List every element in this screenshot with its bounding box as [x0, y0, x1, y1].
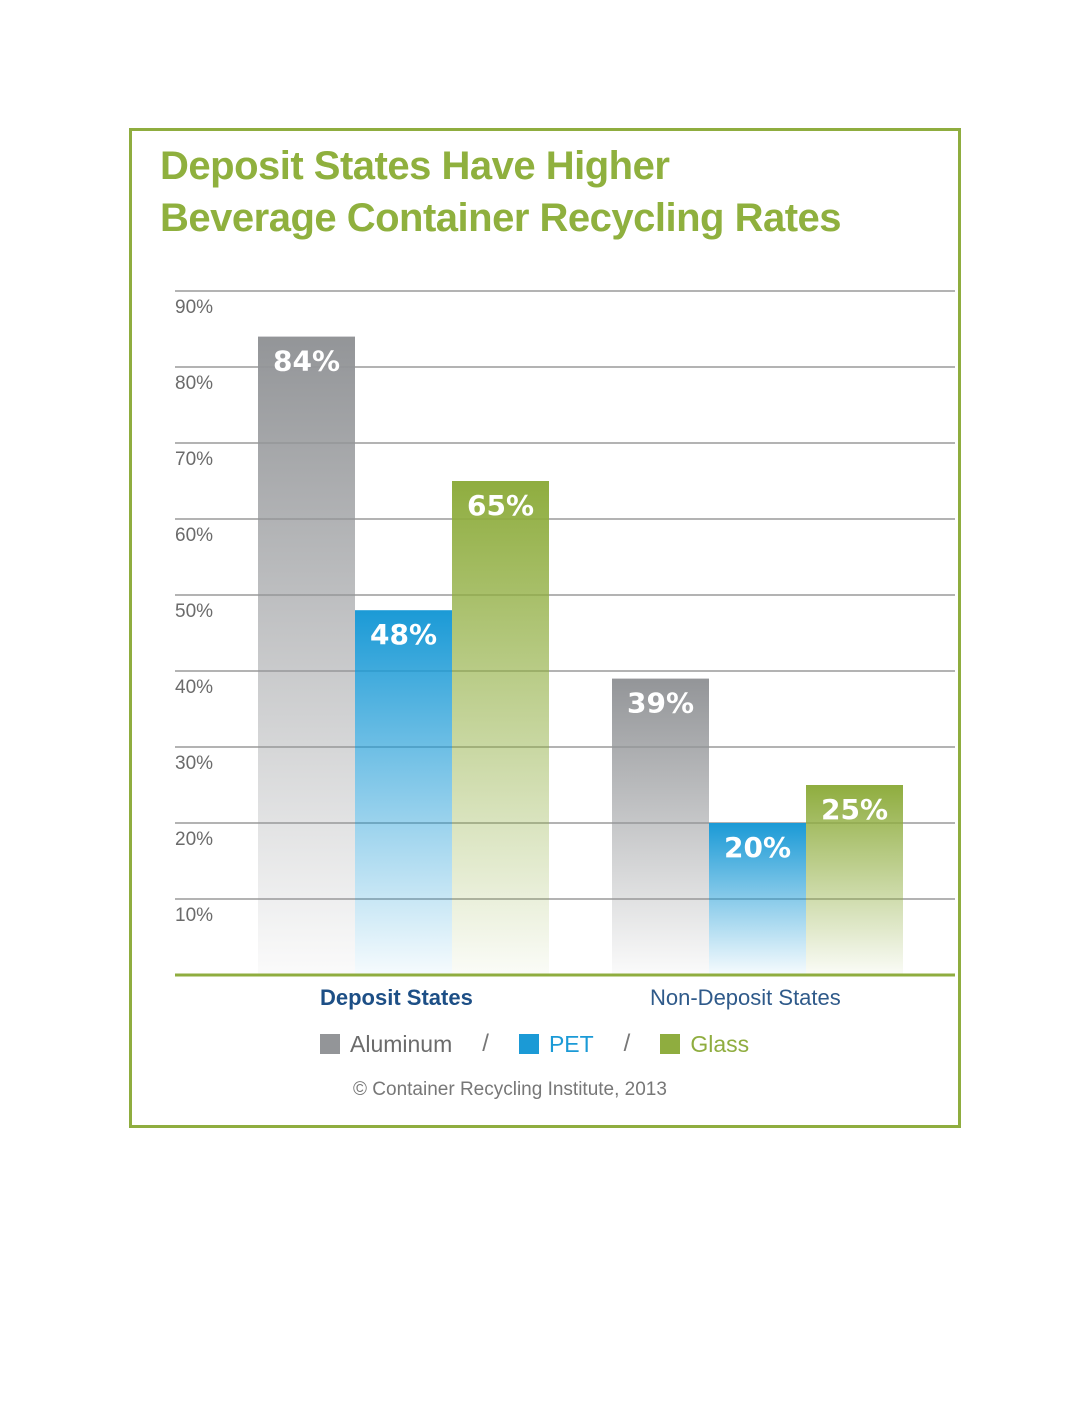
legend-separator: / [623, 1030, 631, 1057]
y-tick-label: 10% [175, 905, 213, 926]
category-label-deposit-states: Deposit States [320, 985, 473, 1010]
legend: Aluminum / PET / Glass [320, 1030, 749, 1058]
data-label: 48% [370, 618, 437, 651]
legend-separator: / [482, 1030, 489, 1057]
legend-label-pet: PET [548, 1030, 594, 1057]
data-label: 65% [467, 489, 534, 522]
legend-swatch-pet [518, 1034, 539, 1054]
category-label-non-deposit-states: Non-Deposit States [650, 985, 841, 1010]
bar-pet-deposit [355, 610, 452, 975]
chart-title-line-1: Deposit States Have Higher [160, 144, 670, 188]
y-tick-label: 70% [175, 449, 213, 470]
legend-item-glass: Glass [660, 1031, 749, 1058]
bar-pet-non-deposit [709, 823, 806, 975]
bar-glass-non-deposit [806, 785, 903, 975]
data-label: 84% [273, 345, 340, 378]
chart-title-line-2: Beverage Container Recycling Rates [160, 196, 842, 240]
y-tick-label: 90% [175, 297, 213, 318]
y-tick-label: 50% [175, 601, 213, 622]
legend-label-glass: Glass [690, 1030, 750, 1057]
legend-swatch-aluminum [320, 1034, 340, 1054]
y-tick-label: 40% [175, 677, 213, 698]
chart-title: Deposit States Have Higher Beverage Cont… [160, 140, 842, 244]
data-label: 25% [821, 793, 888, 826]
data-label: 20% [724, 831, 791, 864]
y-tick-label: 30% [175, 753, 213, 774]
legend-item-aluminum: Aluminum [320, 1031, 452, 1058]
y-tick-label: 80% [175, 373, 213, 394]
data-label: 39% [627, 687, 694, 720]
bar-aluminum-non-deposit [612, 678, 709, 975]
legend-swatch-glass [660, 1034, 681, 1054]
legend-label-aluminum: Aluminum [350, 1030, 453, 1057]
y-tick-label: 60% [175, 525, 213, 546]
copyright-annotation: © Container Recycling Institute, 2013 [353, 1079, 667, 1100]
legend-item-pet: PET [518, 1030, 594, 1058]
chart-frame [129, 128, 961, 1128]
bar-aluminum-deposit [258, 336, 355, 976]
y-tick-label: 20% [175, 829, 213, 850]
bar-glass-deposit [452, 481, 549, 975]
